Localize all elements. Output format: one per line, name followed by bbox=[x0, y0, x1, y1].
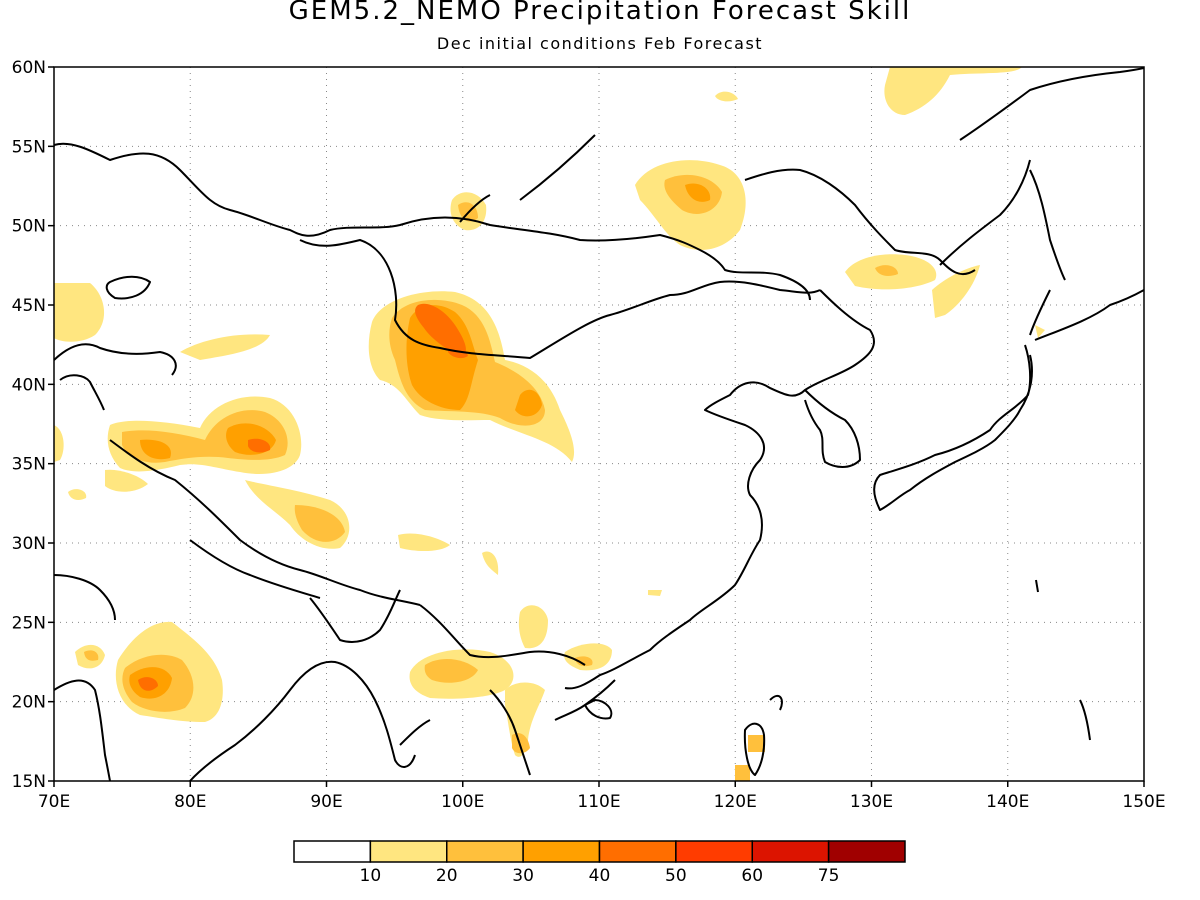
lat-tick-label: 55N bbox=[12, 137, 46, 157]
colorbar-label: 30 bbox=[512, 866, 534, 886]
lat-tick-label: 15N bbox=[12, 772, 46, 792]
skill-shading bbox=[54, 67, 1045, 781]
lat-tick-label: 20N bbox=[12, 693, 46, 713]
map-title: GEM5.2_NEMO Precipitation Forecast Skill bbox=[288, 0, 912, 26]
colorbar-swatch bbox=[827, 840, 906, 863]
lon-tick-label: 140E bbox=[986, 792, 1029, 812]
lat-tick-label: 45N bbox=[12, 296, 46, 316]
lat-tick-label: 25N bbox=[12, 613, 46, 633]
colorbar-labels: 10 20 30 40 50 60 75 bbox=[360, 866, 840, 886]
colorbar-label: 20 bbox=[436, 866, 458, 886]
lat-tick-label: 60N bbox=[12, 58, 46, 78]
plot-frame bbox=[48, 66, 1145, 787]
lat-tick-label: 35N bbox=[12, 455, 46, 475]
colorbar-swatch bbox=[598, 840, 677, 863]
lon-axis-labels: 70E 80E 90E 100E 110E 120E 130E 140E 150E bbox=[38, 792, 1166, 812]
lon-tick-label: 100E bbox=[441, 792, 484, 812]
map-subtitle: Dec initial conditions Feb Forecast bbox=[436, 34, 764, 53]
colorbar-swatch bbox=[675, 840, 753, 863]
lon-tick-label: 150E bbox=[1122, 792, 1165, 812]
lon-tick-label: 120E bbox=[714, 792, 757, 812]
colorbar-swatch bbox=[751, 840, 830, 863]
colorbar-swatch bbox=[446, 840, 524, 863]
colorbar-label: 10 bbox=[360, 866, 382, 886]
colorbar-label: 40 bbox=[589, 866, 611, 886]
colorbar-swatch bbox=[522, 840, 601, 863]
lon-tick-label: 130E bbox=[850, 792, 893, 812]
coastlines bbox=[53, 67, 1145, 782]
colorbar-swatch bbox=[369, 840, 448, 863]
colorbar-swatch bbox=[293, 840, 372, 863]
lat-axis-labels: 15N 20N 25N 30N 35N 40N 45N 50N 55N 60N bbox=[12, 58, 46, 792]
lat-tick-label: 50N bbox=[12, 217, 46, 237]
lon-tick-label: 80E bbox=[174, 792, 206, 812]
lon-tick-label: 110E bbox=[577, 792, 620, 812]
colorbar-label: 75 bbox=[818, 866, 840, 886]
lat-tick-label: 40N bbox=[12, 375, 46, 395]
colorbar-label: 60 bbox=[741, 866, 763, 886]
colorbar bbox=[293, 840, 906, 863]
lon-tick-label: 70E bbox=[38, 792, 70, 812]
colorbar-label: 50 bbox=[665, 866, 687, 886]
lon-tick-label: 90E bbox=[310, 792, 342, 812]
lat-tick-label: 30N bbox=[12, 534, 46, 554]
